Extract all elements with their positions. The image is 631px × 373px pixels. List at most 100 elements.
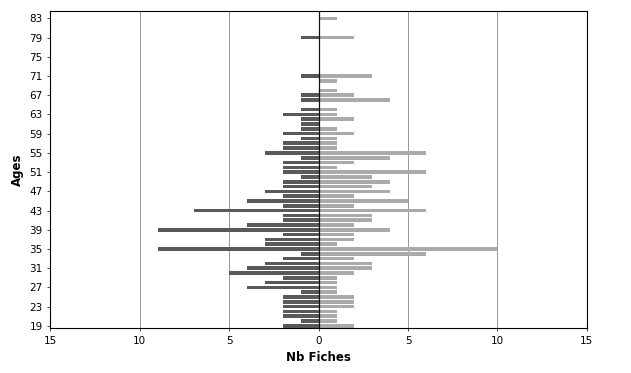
Bar bbox=[301, 122, 319, 126]
Bar bbox=[301, 74, 319, 78]
Bar bbox=[247, 223, 319, 227]
Bar bbox=[158, 247, 319, 251]
Bar bbox=[283, 166, 319, 169]
Bar bbox=[319, 199, 408, 203]
Bar bbox=[319, 79, 336, 83]
Bar bbox=[319, 228, 390, 232]
Bar bbox=[283, 300, 319, 304]
Bar bbox=[319, 175, 372, 179]
Bar bbox=[319, 276, 336, 280]
Bar bbox=[319, 209, 426, 212]
Bar bbox=[319, 218, 372, 222]
Bar bbox=[265, 189, 319, 193]
Bar bbox=[265, 238, 319, 241]
Bar bbox=[265, 281, 319, 284]
Bar bbox=[319, 319, 336, 323]
Bar bbox=[319, 291, 336, 294]
Bar bbox=[283, 132, 319, 135]
Bar bbox=[283, 233, 319, 236]
Bar bbox=[319, 324, 355, 327]
Bar bbox=[283, 185, 319, 188]
Bar bbox=[301, 252, 319, 256]
Bar bbox=[319, 185, 372, 188]
Bar bbox=[319, 113, 336, 116]
Bar bbox=[319, 242, 336, 246]
Bar bbox=[319, 117, 355, 121]
Bar bbox=[319, 295, 355, 299]
Bar bbox=[319, 233, 355, 236]
Bar bbox=[319, 214, 372, 217]
Bar bbox=[319, 180, 390, 184]
Bar bbox=[265, 261, 319, 265]
Bar bbox=[229, 271, 319, 275]
Bar bbox=[319, 98, 390, 102]
Bar bbox=[265, 242, 319, 246]
Bar bbox=[301, 98, 319, 102]
Bar bbox=[319, 36, 355, 40]
Bar bbox=[319, 16, 336, 20]
Bar bbox=[319, 300, 355, 304]
Bar bbox=[319, 161, 355, 164]
Bar bbox=[319, 266, 372, 270]
Bar bbox=[283, 194, 319, 198]
Bar bbox=[283, 324, 319, 327]
Bar bbox=[319, 132, 355, 135]
Bar bbox=[283, 218, 319, 222]
Bar bbox=[319, 189, 390, 193]
Bar bbox=[319, 127, 336, 131]
Bar bbox=[319, 252, 426, 256]
Bar bbox=[301, 291, 319, 294]
Bar bbox=[319, 310, 336, 313]
Bar bbox=[265, 151, 319, 155]
Bar bbox=[319, 89, 336, 92]
Bar bbox=[319, 257, 355, 260]
X-axis label: Nb Fiches: Nb Fiches bbox=[286, 351, 351, 364]
Bar bbox=[319, 156, 390, 160]
Bar bbox=[283, 257, 319, 260]
Bar bbox=[301, 319, 319, 323]
Bar bbox=[319, 94, 355, 97]
Bar bbox=[283, 314, 319, 318]
Bar bbox=[283, 204, 319, 207]
Bar bbox=[301, 175, 319, 179]
Bar bbox=[319, 314, 336, 318]
Bar bbox=[247, 266, 319, 270]
Bar bbox=[319, 247, 497, 251]
Bar bbox=[194, 209, 319, 212]
Bar bbox=[301, 127, 319, 131]
Bar bbox=[283, 161, 319, 164]
Bar bbox=[301, 117, 319, 121]
Bar bbox=[319, 146, 336, 150]
Bar bbox=[319, 204, 355, 207]
Bar bbox=[283, 310, 319, 313]
Bar bbox=[283, 276, 319, 280]
Bar bbox=[319, 271, 355, 275]
Bar bbox=[319, 74, 372, 78]
Bar bbox=[301, 156, 319, 160]
Bar bbox=[283, 146, 319, 150]
Y-axis label: Ages: Ages bbox=[11, 153, 24, 186]
Bar bbox=[283, 170, 319, 174]
Bar bbox=[319, 281, 336, 284]
Bar bbox=[319, 137, 336, 140]
Bar bbox=[283, 305, 319, 308]
Bar bbox=[319, 166, 336, 169]
Bar bbox=[283, 141, 319, 145]
Bar bbox=[283, 113, 319, 116]
Bar bbox=[319, 170, 426, 174]
Bar bbox=[319, 223, 355, 227]
Bar bbox=[247, 286, 319, 289]
Bar bbox=[301, 137, 319, 140]
Bar bbox=[301, 94, 319, 97]
Bar bbox=[319, 194, 355, 198]
Bar bbox=[301, 36, 319, 40]
Bar bbox=[319, 108, 336, 112]
Bar bbox=[301, 108, 319, 112]
Bar bbox=[319, 305, 355, 308]
Bar bbox=[319, 141, 336, 145]
Bar bbox=[319, 151, 426, 155]
Bar bbox=[319, 238, 355, 241]
Bar bbox=[283, 214, 319, 217]
Bar bbox=[319, 286, 336, 289]
Bar bbox=[319, 261, 372, 265]
